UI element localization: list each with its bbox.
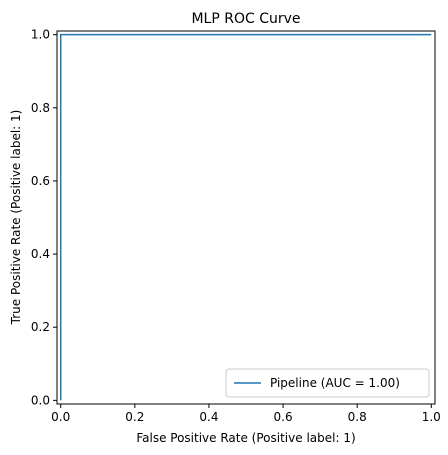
- y-tick-label: 0.2: [31, 320, 50, 334]
- y-axis-ticks: 0.0 0.2 0.4 0.6 0.8 1.0: [31, 28, 57, 407]
- curves: [59, 33, 432, 401]
- y-tick-label: 0.4: [31, 247, 50, 261]
- x-tick-label: 0.6: [274, 410, 293, 424]
- x-axis-label: False Positive Rate (Positive label: 1): [136, 431, 355, 445]
- roc-curve-line: [59, 33, 432, 401]
- legend-box: [225, 368, 430, 398]
- y-tick-label: 0.0: [31, 393, 50, 407]
- legend: Pipeline (AUC = 1.00): [225, 368, 430, 398]
- chart-title: MLP ROC Curve: [191, 11, 300, 27]
- x-tick-label: 0.4: [199, 410, 218, 424]
- legend-label-pipeline: Pipeline (AUC = 1.00): [270, 376, 400, 390]
- x-axis-ticks: 0.0 0.2 0.4 0.6 0.8 1.0: [51, 404, 441, 424]
- y-tick-label: 0.6: [31, 174, 50, 188]
- x-tick-label: 1.0: [422, 410, 441, 424]
- plot-area: [56, 30, 436, 405]
- x-tick-label: 0.8: [348, 410, 367, 424]
- x-tick-label: 0.0: [51, 410, 70, 424]
- y-axis-label: True Positive Rate (Positive label: 1): [9, 110, 23, 326]
- y-tick-label: 0.8: [31, 101, 50, 115]
- x-tick-label: 0.2: [125, 410, 144, 424]
- y-tick-label: 1.0: [31, 28, 50, 42]
